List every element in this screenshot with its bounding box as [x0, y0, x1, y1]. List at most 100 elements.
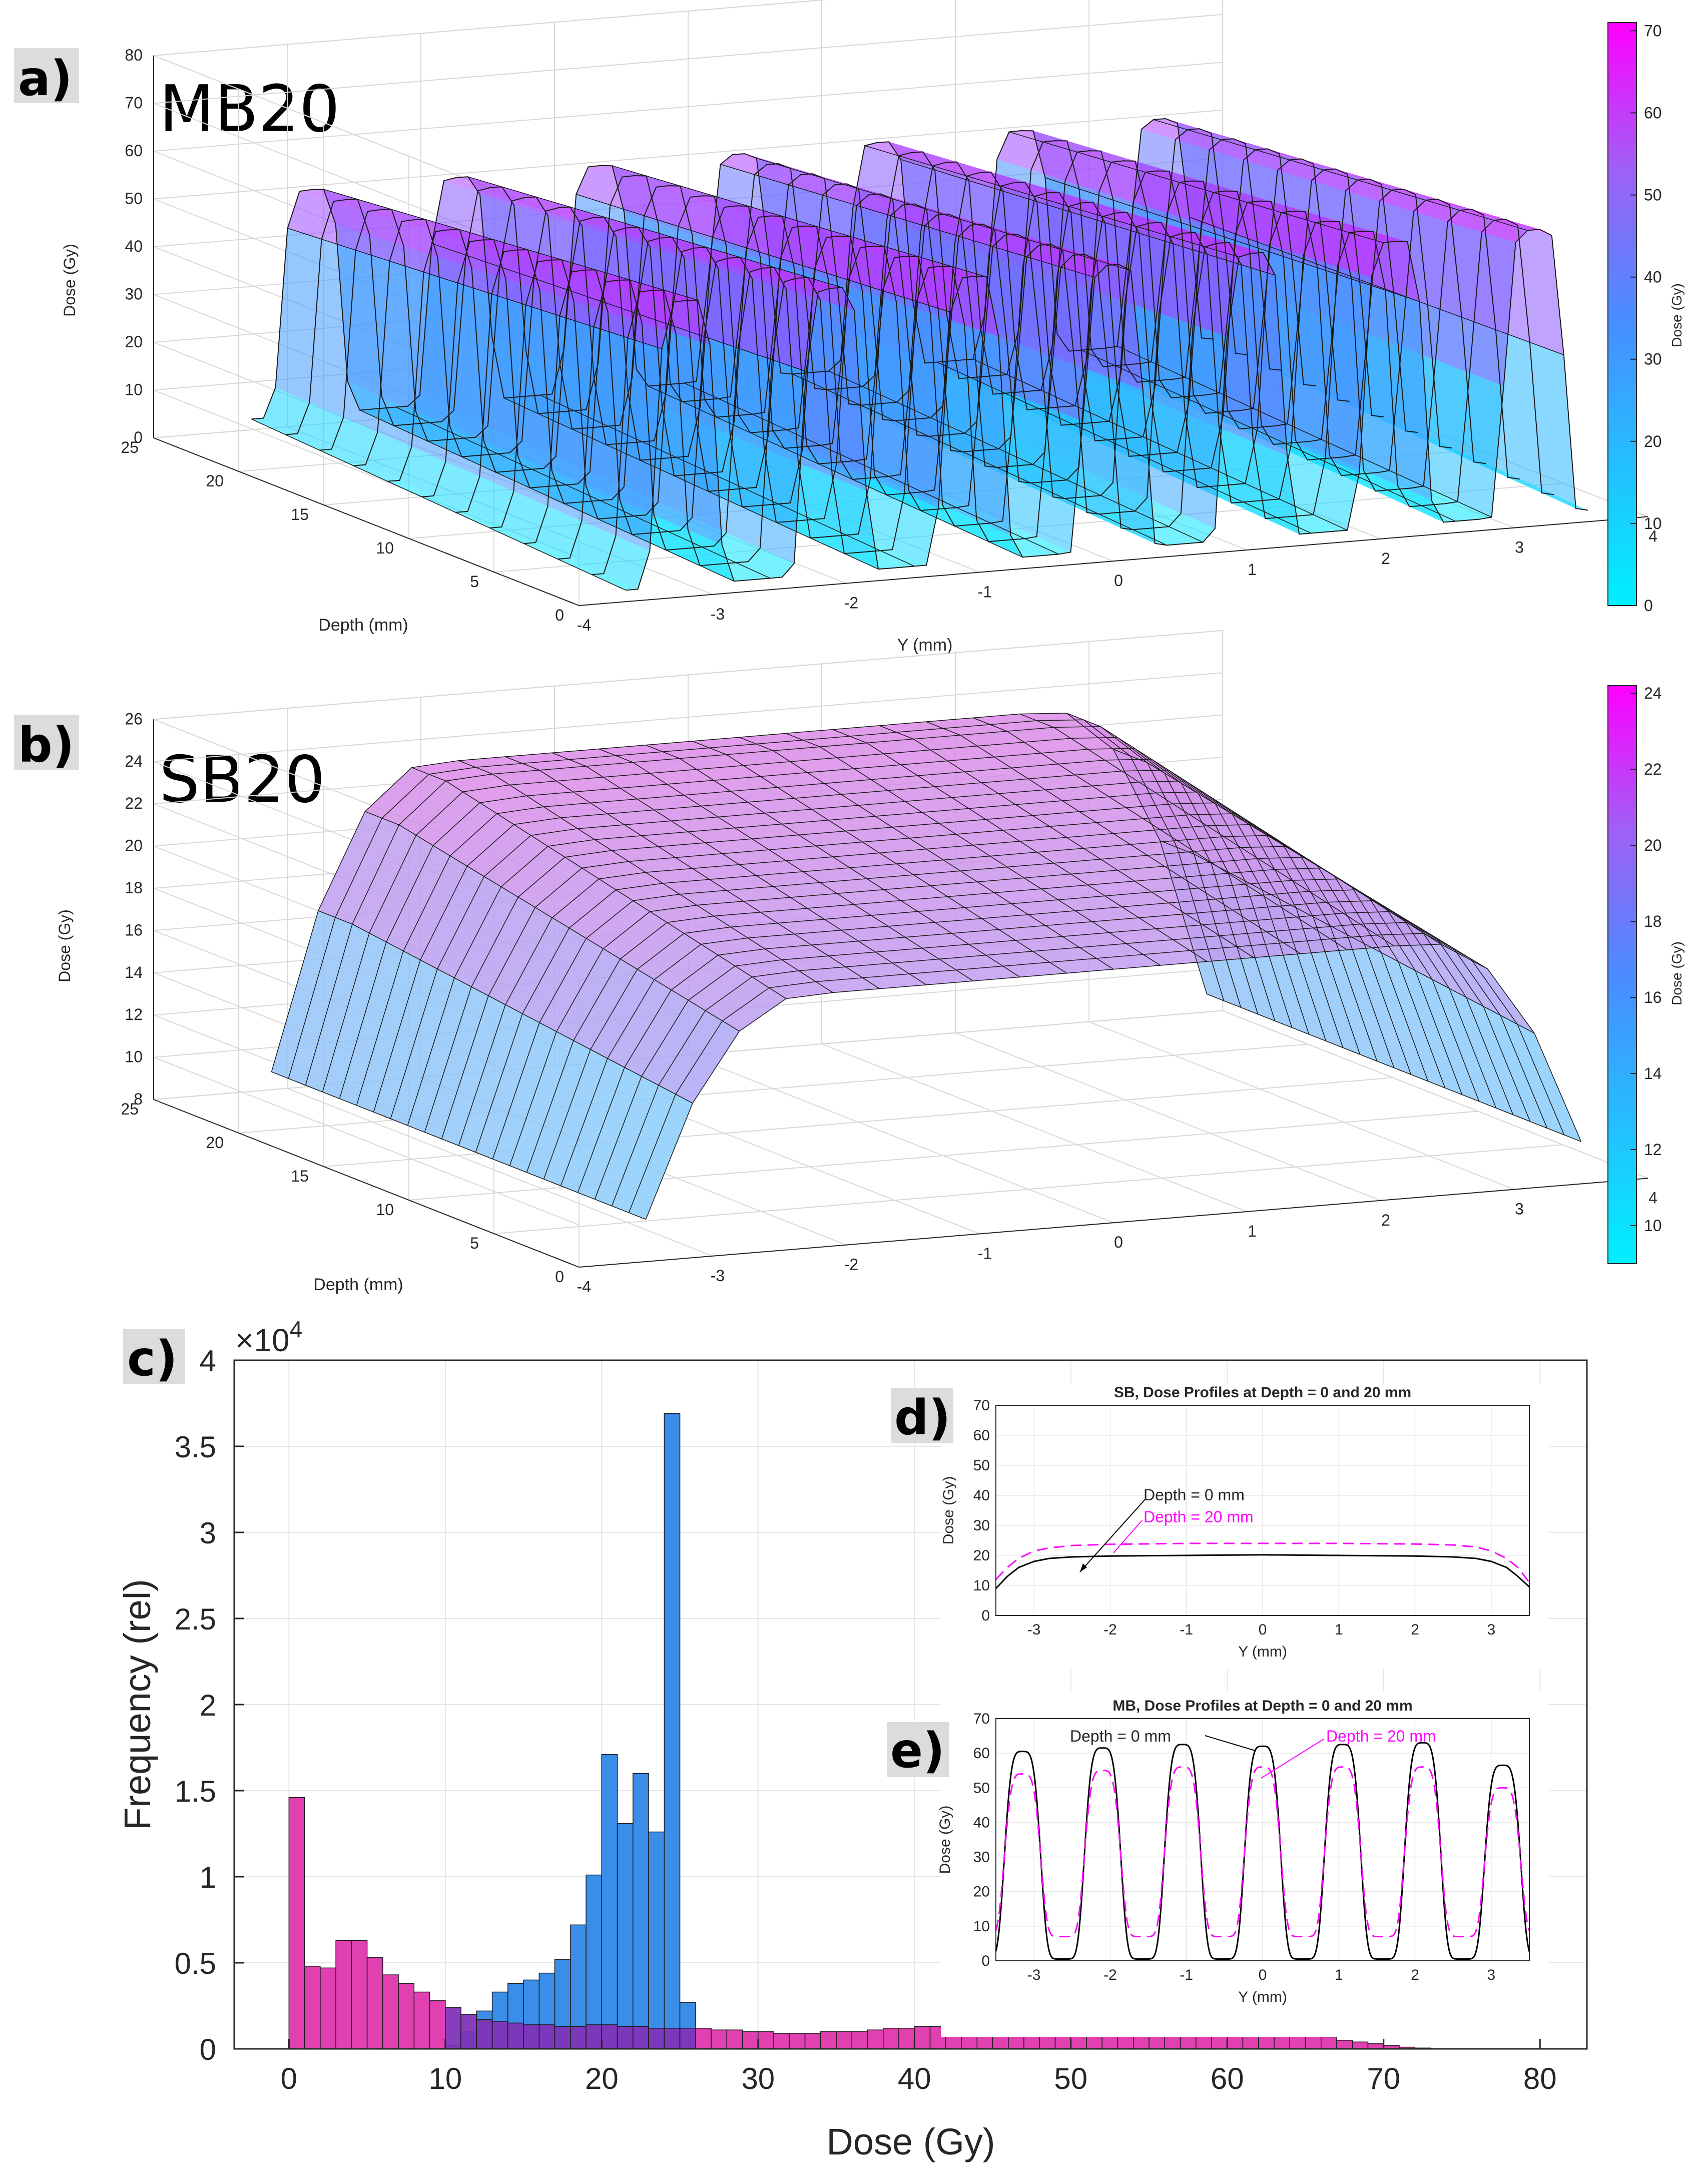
- panel-b-surface-patch: [930, 746, 994, 761]
- panel-a-colorbar-tick-label: 70: [1644, 22, 1662, 40]
- panel-b-surface-patch: [1015, 800, 1079, 816]
- panel-a-ytick-label: 3: [1515, 538, 1524, 557]
- panel-c-xtick-label: 10: [428, 2062, 462, 2095]
- panel-c-bar-mb20: [491, 2021, 508, 2049]
- panel-b-surface-patch: [858, 937, 922, 952]
- panel-c-bar-mb20: [601, 2024, 618, 2049]
- panel-b-surface-patch: [837, 754, 901, 769]
- panel-c-bar-sb20: [617, 1823, 634, 2049]
- panel-c-ytick-label: 3.5: [175, 1430, 216, 1464]
- panel-a-surface-patch: [1313, 458, 1360, 530]
- panel-a-surface-patch: [604, 535, 650, 590]
- panel-a-surface-patch: [1301, 514, 1348, 531]
- panel-b-surface-patch: [922, 944, 986, 959]
- panel-a-ztick-label: 80: [125, 46, 143, 64]
- panel-b-surface-patch: [1104, 892, 1169, 907]
- panel-a-surface-patch: [251, 418, 298, 435]
- panel-c-bar-mb20: [570, 2026, 587, 2049]
- panel-b-surface-patch: [484, 835, 548, 887]
- panel-d-line-profile: d) SB, Dose Profiles at Depth = 0 and 20…: [891, 1384, 1549, 1669]
- panel-d-ytick-label: 60: [973, 1427, 990, 1444]
- panel-b-surface-patch: [705, 839, 769, 854]
- panel-a-depth-label: Depth (mm): [318, 616, 408, 635]
- panel-b-surface-patch: [777, 783, 841, 799]
- panel-b-surface-patch: [909, 834, 973, 849]
- panel-b-mesh-line: [318, 910, 693, 1104]
- panel-a-surface-patch: [856, 195, 903, 216]
- panel-e-ylabel: Dose (Gy): [937, 1806, 953, 1874]
- panel-b-surface-patch: [501, 846, 565, 897]
- panel-b-surface-patch: [1041, 749, 1105, 764]
- panel-a-surface-patch: [1065, 152, 1111, 192]
- panel-b-surface-patch: [862, 974, 927, 989]
- panel-b-surface-patch: [820, 878, 884, 894]
- panel-c-ytick-label: 1.5: [175, 1775, 216, 1808]
- panel-b-surface-patch: [956, 966, 1020, 981]
- panel-b-surface-patch: [769, 846, 833, 861]
- panel-a-mesh-line: [1009, 131, 1384, 243]
- panel-b-surface-patch: [964, 768, 1028, 783]
- panel-a-surface-patch: [321, 201, 368, 250]
- panel-b-surface-patch: [977, 878, 1041, 893]
- panel-c-bar-mb20: [648, 2027, 665, 2049]
- panel-b-colorbar-tick-label: 14: [1644, 1064, 1662, 1082]
- panel-a-surface-patch: [1385, 290, 1432, 500]
- panel-b-surface-patch: [578, 1067, 642, 1200]
- panel-b-surface-patch: [994, 753, 1058, 768]
- panel-a-surface-patch: [1014, 257, 1061, 408]
- panel-b-surface-patch: [939, 955, 1003, 970]
- panel-b-surface-patch: [641, 1000, 706, 1085]
- panel-a-mesh-line: [395, 406, 771, 579]
- panel-b-surface-patch: [612, 1085, 676, 1213]
- panel-b-surface-patch: [854, 900, 918, 916]
- panel-b-surface-patch: [288, 917, 352, 1085]
- panel-a-colorbar-tick-label: 0: [1644, 597, 1653, 615]
- panel-b-surface-patch: [807, 768, 871, 784]
- panel-b-ztick-label: 22: [125, 794, 143, 812]
- panel-a-y-label: Y (mm): [897, 636, 953, 655]
- panel-a-mesh-line: [251, 118, 1214, 420]
- panel-c-bar-mb20: [429, 2000, 446, 2049]
- panel-b-surface-patch: [352, 825, 416, 933]
- panel-b-surface-patch: [862, 838, 926, 853]
- panel-b-surface-patch: [875, 948, 939, 963]
- panel-b-surface-patch: [1156, 792, 1220, 804]
- panel-a-surface-patch: [457, 241, 504, 294]
- panel-b-surface-patch: [1313, 916, 1377, 1061]
- panel-b-surface-patch: [488, 907, 552, 1005]
- panel-e-ytick-label: 40: [973, 1814, 990, 1831]
- panel-b-surface-patch: [943, 856, 1007, 871]
- panel-a-surface-patch: [1517, 225, 1564, 355]
- panel-c-bars: [288, 1413, 1431, 2049]
- panel-b-surface-patch: [748, 934, 812, 949]
- panel-a-mesh-line: [523, 198, 1486, 544]
- panel-b-surface-patch: [854, 765, 918, 780]
- panel-b-surface-patch: [1177, 836, 1241, 852]
- panel-c-bar-mb20: [773, 2033, 790, 2049]
- panel-b-mesh-line: [365, 811, 740, 1032]
- panel-b-surface-patch: [824, 915, 888, 930]
- panel-b-surface-patch: [382, 774, 446, 825]
- panel-a-surface-patch: [1024, 536, 1071, 555]
- panel-c-bar-mb20: [867, 2029, 884, 2049]
- panel-b-surface-patch: [743, 897, 808, 912]
- panel-b-surface-patch: [271, 910, 335, 1079]
- panel-d-ytick-label: 40: [973, 1487, 990, 1504]
- panel-b-mesh-line: [926, 721, 1301, 954]
- panel-b-surface-patch: [573, 788, 638, 803]
- panel-b-mesh-line: [1019, 713, 1395, 946]
- panel-b-surface-patch: [1058, 896, 1122, 911]
- panel-b-surface-patch: [356, 951, 420, 1113]
- panel-b-surface-patch: [454, 886, 518, 987]
- panel-b-surface-patch: [692, 864, 757, 880]
- panel-a-surface-patch: [491, 251, 538, 305]
- panel-a-mesh-line: [936, 361, 1312, 534]
- panel-b-surface-patch: [586, 900, 650, 949]
- panel-a-surface-patch: [387, 480, 434, 497]
- panel-b-surface-patch: [1296, 913, 1360, 928]
- panel-e-lines: [995, 1742, 1530, 1960]
- panel-a-mesh-line: [455, 178, 1418, 513]
- panel-b-surface-patch: [807, 904, 871, 919]
- panel-c-bar-mb20: [1352, 2041, 1369, 2049]
- panel-b-surface-patch: [1203, 921, 1267, 936]
